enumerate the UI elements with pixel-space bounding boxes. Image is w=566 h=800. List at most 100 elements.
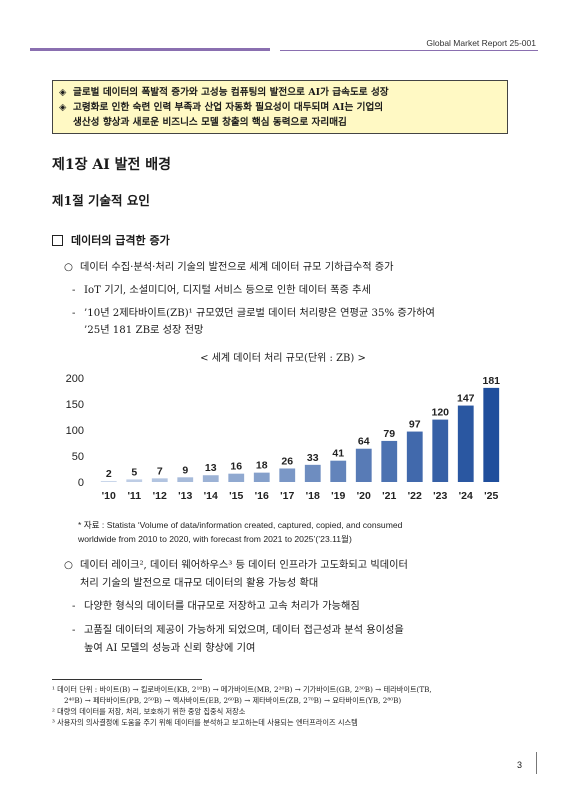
dash-text-1: IoT 기기, 소셜미디어, 디지털 서비스 등으로 인한 데이터 폭증 추세 <box>84 285 371 296</box>
dash-item-3: - 다양한 형식의 데이터를 대규모로 저장하고 고속 처리가 가능해짐 <box>72 598 360 615</box>
dash-item-2: - ’10년 2제타바이트(ZB)¹ 규모였던 글로벌 데이터 처리량은 연평균… <box>72 305 435 322</box>
page-number-rule <box>536 752 537 774</box>
subsection-label: 데이터의 급격한 증가 <box>71 234 170 247</box>
x-tick-label: '17 <box>280 490 294 502</box>
dash-mark: - <box>72 308 76 319</box>
dash-mark: - <box>72 285 76 296</box>
dash-mark: - <box>72 625 76 636</box>
y-tick-label: 50 <box>72 451 84 463</box>
bar-value-label: 9 <box>182 464 188 476</box>
circle-bullet-icon: ○ <box>64 262 73 273</box>
report-id: Global Market Report 25-001 <box>426 38 536 48</box>
source-line-1: * 자료 : Statista ‘Volume of data/informat… <box>78 520 403 530</box>
bar-value-label: 97 <box>409 419 421 431</box>
x-tick-label: '21 <box>382 490 396 502</box>
bar-value-label: 33 <box>307 452 319 464</box>
dash-text-2a: ’10년 2제타바이트(ZB)¹ 규모였던 글로벌 데이터 처리량은 연평균 3… <box>84 308 435 319</box>
header-accent-bar <box>30 48 270 51</box>
chart-bar <box>253 472 270 482</box>
summary-item-2: ◈ 고령화로 인한 숙련 인력 부족과 산업 자동화 필요성이 대두되며 AI는… <box>59 100 501 115</box>
bullet-text-2a: 데이터 레이크², 데이터 웨어하우스³ 등 데이터 인프라가 고도화되고 빅데… <box>80 560 408 571</box>
bar-value-label: 41 <box>332 448 344 460</box>
bullet-item-1: ○ 데이터 수집·분석·처리 기술의 발전으로 세계 데이터 규모 기하급수적 … <box>64 259 394 276</box>
dash-item-1: - IoT 기기, 소셜미디어, 디지털 서비스 등으로 인한 데이터 폭증 추… <box>72 282 371 299</box>
bar-value-label: 64 <box>358 436 370 448</box>
x-tick-label: '10 <box>102 490 116 502</box>
chart-bar <box>151 478 168 482</box>
chart-bar <box>126 479 143 482</box>
page-number: 3 <box>516 760 522 770</box>
bullet-text-2b: 처리 기술의 발전으로 대규모 데이터의 활용 가능성 확대 <box>80 578 319 589</box>
chart-bar <box>202 475 219 482</box>
footnotes: ¹ 데이터 단위 : 바이트(B) → 킬로바이트(KB, 2¹⁰B) → 메가… <box>52 684 522 728</box>
x-tick-label: '14 <box>204 490 218 502</box>
x-tick-label: '20 <box>357 490 371 502</box>
x-tick-label: '19 <box>331 490 345 502</box>
diamond-bullet-icon: ◈ <box>59 87 67 98</box>
x-tick-label: '18 <box>306 490 320 502</box>
y-tick-label: 100 <box>66 425 84 437</box>
subsection-title: 데이터의 급격한 증가 <box>52 232 170 248</box>
bar-value-label: 79 <box>383 428 395 440</box>
bar-value-label: 2 <box>106 468 112 480</box>
bar-value-label: 120 <box>431 407 449 419</box>
chart-bar <box>279 468 296 482</box>
footnote-2: ² 대량의 데이터를 저장, 처리, 보호하기 위한 중앙 집중식 저장소 <box>52 707 246 716</box>
summary-text-2a: 고령화로 인한 숙련 인력 부족과 산업 자동화 필요성이 대두되며 AI는 기… <box>73 102 384 113</box>
bar-value-label: 181 <box>482 375 500 387</box>
bar-value-label: 13 <box>205 462 217 474</box>
footnote-rule <box>52 679 202 680</box>
dash-item-4: - 고품질 데이터의 제공이 가능하게 되었으며, 데이터 접근성과 분석 용이… <box>72 622 404 639</box>
bar-value-label: 16 <box>230 461 242 473</box>
x-tick-label: '25 <box>484 490 498 502</box>
dash-text-4b: 높여 AI 모델의 성능과 신뢰 향상에 기여 <box>84 643 256 654</box>
section-title: 제1절 기술적 요인 <box>52 193 150 208</box>
bar-value-label: 26 <box>281 455 293 467</box>
chart-bar <box>304 464 321 482</box>
chapter-title: 제1장 AI 발전 배경 <box>52 157 172 173</box>
chart-bar <box>432 419 449 482</box>
dash-text-3: 다양한 형식의 데이터를 대규모로 저장하고 고속 처리가 가능해짐 <box>84 601 360 612</box>
chart-bar <box>381 440 398 482</box>
bar-value-label: 5 <box>131 466 137 478</box>
dash-mark: - <box>72 601 76 612</box>
y-tick-label: 150 <box>66 399 84 411</box>
footnote-3: ³ 사용자의 의사결정에 도움을 주기 위해 데이터를 분석하고 보고하는데 사… <box>52 718 358 727</box>
x-tick-label: '22 <box>408 490 422 502</box>
circle-bullet-icon: ○ <box>64 560 73 571</box>
x-tick-label: '23 <box>433 490 447 502</box>
summary-box: ◈ 글로벌 데이터의 폭발적 증가와 고성능 컴퓨팅의 발전으로 AI가 급속도… <box>52 80 508 134</box>
bar-value-label: 18 <box>256 460 268 472</box>
chart-bar <box>228 473 245 482</box>
summary-text-2b: 생산성 향상과 새로운 비즈니스 모델 창출의 핵심 동력으로 자리매김 <box>73 117 347 128</box>
y-tick-label: 0 <box>78 477 84 489</box>
x-tick-label: '11 <box>127 490 141 502</box>
chart-bar <box>355 448 372 482</box>
bar-chart: 0 50 100 150 200 2 '10 5 '11 7 '12 9 '13 13 '14 16 '15 18… <box>66 373 501 502</box>
x-tick-label: '13 <box>178 490 192 502</box>
summary-text-1: 글로벌 데이터의 폭발적 증가와 고성능 컴퓨팅의 발전으로 AI가 급속도로 … <box>73 87 389 98</box>
x-tick-label: '15 <box>229 490 243 502</box>
chart-bar <box>457 405 474 482</box>
square-bullet-icon <box>52 234 63 246</box>
bullet-item-2: ○ 데이터 레이크², 데이터 웨어하우스³ 등 데이터 인프라가 고도화되고 … <box>64 557 408 574</box>
chart-bar <box>330 460 347 482</box>
x-tick-label: '12 <box>153 490 167 502</box>
bar-value-label: 147 <box>457 393 475 405</box>
chart-bar <box>177 477 194 482</box>
dash-text-2b: ’25년 181 ZB로 성장 전망 <box>84 325 204 336</box>
chart-bar <box>483 387 500 482</box>
chart-source: * 자료 : Statista ‘Volume of data/informat… <box>78 518 518 546</box>
chart-title: < 세계 데이터 처리 규모(단위 : ZB) > <box>200 353 366 364</box>
y-tick-label: 200 <box>66 373 84 385</box>
summary-item-1: ◈ 글로벌 데이터의 폭발적 증가와 고성능 컴퓨팅의 발전으로 AI가 급속도… <box>59 85 501 100</box>
footnote-1-cont: 2⁴⁰B) → 페타바이트(PB, 2⁵⁰B) → 엑사바이트(EB, 2⁶⁰B… <box>64 696 402 705</box>
chart-bar <box>100 480 117 482</box>
source-line-2: worldwide from 2010 to 2020, with foreca… <box>78 534 352 544</box>
dash-text-4a: 고품질 데이터의 제공이 가능하게 되었으며, 데이터 접근성과 분석 용이성을 <box>84 625 404 636</box>
diamond-bullet-icon: ◈ <box>59 102 67 113</box>
chart-bar <box>406 431 423 482</box>
footnote-1: ¹ 데이터 단위 : 바이트(B) → 킬로바이트(KB, 2¹⁰B) → 메가… <box>52 685 432 694</box>
x-tick-label: '16 <box>255 490 269 502</box>
bullet-text-1: 데이터 수집·분석·처리 기술의 발전으로 세계 데이터 규모 기하급수적 증가 <box>80 262 394 273</box>
